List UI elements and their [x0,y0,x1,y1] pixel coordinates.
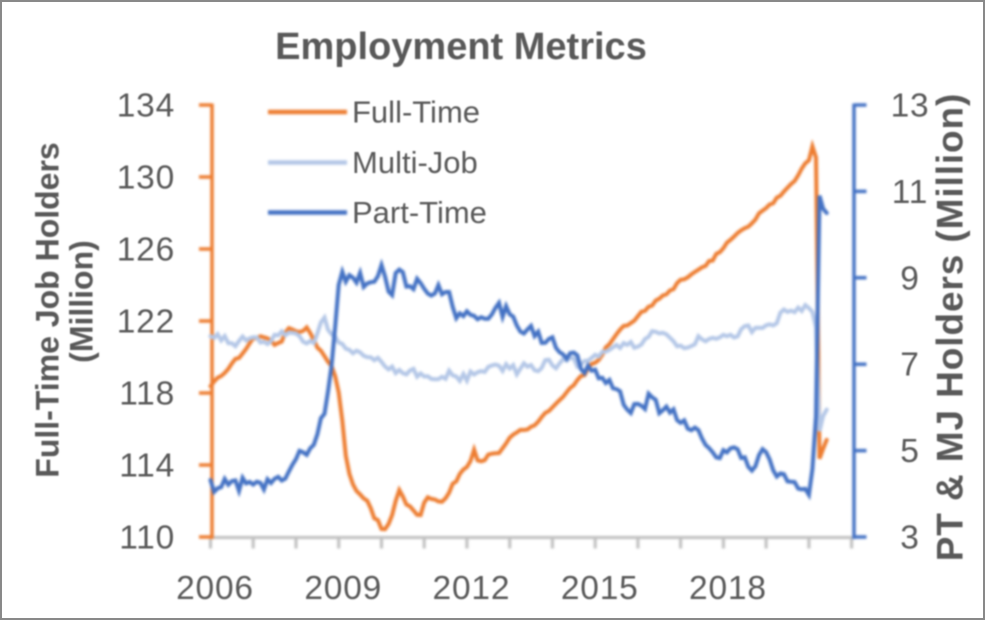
svg-text:122: 122 [117,304,175,341]
svg-text:5: 5 [900,433,919,470]
svg-text:2012: 2012 [433,570,511,607]
svg-text:3: 3 [900,520,919,557]
svg-text:114: 114 [119,448,175,485]
svg-text:Full-Time: Full-Time [352,95,480,130]
svg-text:13: 13 [891,88,930,125]
svg-text:9: 9 [900,260,919,297]
svg-text:11: 11 [892,174,928,211]
svg-text:130: 130 [117,160,175,197]
svg-text:2015: 2015 [561,570,639,607]
svg-text:7: 7 [900,347,919,384]
svg-text:Multi-Job: Multi-Job [352,145,478,180]
svg-text:Employment Metrics: Employment Metrics [275,26,647,68]
svg-text:110: 110 [119,520,175,557]
svg-text:PT & MJ Holders (Million): PT & MJ Holders (Million) [930,93,971,562]
svg-text:Full-Time Job Holders: Full-Time Job Holders [30,142,66,477]
svg-text:118: 118 [119,376,175,413]
svg-text:126: 126 [117,232,175,269]
svg-text:134: 134 [117,88,175,125]
svg-text:(Million): (Million) [64,240,100,363]
svg-text:2009: 2009 [304,570,382,607]
svg-text:2018: 2018 [689,570,767,607]
svg-text:2006: 2006 [176,570,254,607]
svg-text:Part-Time: Part-Time [352,195,487,230]
